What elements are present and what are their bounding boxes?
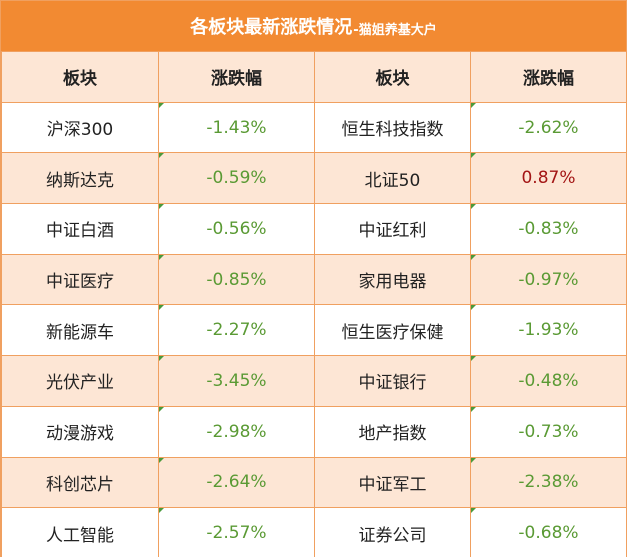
table-row: 动漫游戏 -2.98% 地产指数 -0.73% — [1, 405, 627, 458]
table-row: 中证医疗 -0.85% 家用电器 -0.97% — [1, 253, 627, 306]
sector-change: -0.83% — [470, 203, 627, 255]
page-title: 各板块最新涨跌情况 — [190, 17, 353, 38]
sector-name: 恒生科技指数 — [314, 101, 471, 154]
sector-name: 中证银行 — [314, 355, 471, 407]
sector-name: 动漫游戏 — [1, 405, 159, 458]
sector-change: -2.62% — [470, 101, 627, 154]
sector-change: -2.98% — [158, 405, 315, 458]
table-header-row: 板块 涨跌幅 板块 涨跌幅 — [1, 51, 627, 103]
sector-change: -0.68% — [470, 507, 627, 557]
sector-change: -0.85% — [158, 253, 315, 306]
sector-name: 中证红利 — [314, 203, 471, 255]
sector-change: -1.43% — [158, 101, 315, 154]
sector-name: 中证白酒 — [1, 203, 159, 255]
sector-name: 家用电器 — [314, 253, 471, 306]
header-sector-right: 板块 — [314, 51, 471, 103]
sector-name: 证券公司 — [314, 507, 471, 557]
sector-name: 北证50 — [314, 152, 471, 205]
header-sector-left: 板块 — [1, 51, 159, 103]
sector-name: 中证医疗 — [1, 253, 159, 306]
table-row: 科创芯片 -2.64% 中证军工 -2.38% — [1, 456, 627, 509]
sector-change: -0.56% — [158, 203, 315, 255]
sector-change: -2.38% — [470, 456, 627, 509]
table-row: 新能源车 -2.27% 恒生医疗保健 -1.93% — [1, 304, 627, 357]
sector-name: 恒生医疗保健 — [314, 304, 471, 357]
sector-change: -2.64% — [158, 456, 315, 509]
sector-change: -0.48% — [470, 355, 627, 407]
sector-name: 纳斯达克 — [1, 152, 159, 205]
sector-name: 新能源车 — [1, 304, 159, 357]
sector-change: -2.57% — [158, 507, 315, 557]
sector-change: -1.93% — [470, 304, 627, 357]
title-bar: 各板块最新涨跌情况 -猫姐养基大户 — [1, 1, 626, 51]
sector-table: 板块 涨跌幅 板块 涨跌幅 沪深300 -1.43% 恒生科技指数 -2.62%… — [1, 51, 627, 557]
table-row: 人工智能 -2.57% 证券公司 -0.68% — [1, 507, 627, 557]
sector-name: 沪深300 — [1, 101, 159, 154]
sector-change: -0.73% — [470, 405, 627, 458]
sector-name: 人工智能 — [1, 507, 159, 557]
sector-name: 光伏产业 — [1, 355, 159, 407]
page-subtitle: -猫姐养基大户 — [353, 22, 437, 38]
sector-change: -0.97% — [470, 253, 627, 306]
header-change-right: 涨跌幅 — [470, 51, 627, 103]
table-row: 光伏产业 -3.45% 中证银行 -0.48% — [1, 355, 627, 407]
sector-name: 地产指数 — [314, 405, 471, 458]
table-row: 中证白酒 -0.56% 中证红利 -0.83% — [1, 203, 627, 255]
sector-change: -2.27% — [158, 304, 315, 357]
sector-name: 中证军工 — [314, 456, 471, 509]
sector-change: -3.45% — [158, 355, 315, 407]
sector-name: 科创芯片 — [1, 456, 159, 509]
table-row: 沪深300 -1.43% 恒生科技指数 -2.62% — [1, 101, 627, 154]
sector-change: 0.87% — [470, 152, 627, 205]
sector-change: -0.59% — [158, 152, 315, 205]
header-change-left: 涨跌幅 — [158, 51, 315, 103]
table-row: 纳斯达克 -0.59% 北证50 0.87% — [1, 152, 627, 205]
